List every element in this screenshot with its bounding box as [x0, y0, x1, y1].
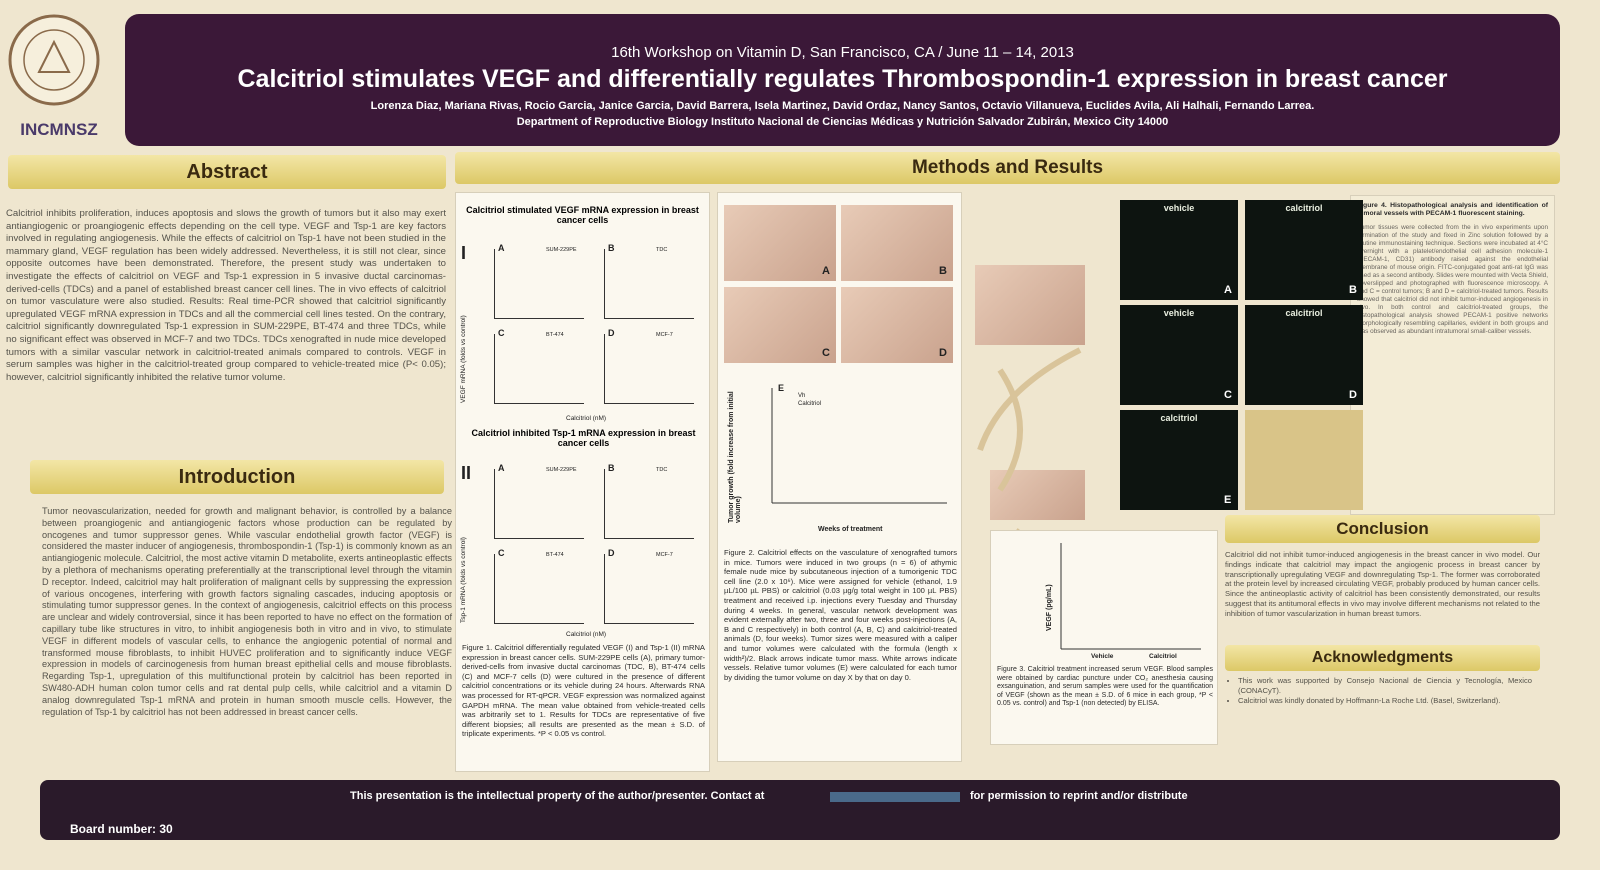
acknowledgment: Calcitriol was kindly donated by Hoffman…: [1238, 696, 1532, 706]
acknowledgments-list: This work was supported by Consejo Nacio…: [1222, 676, 1532, 705]
introduction-text: Tumor neovascularization, needed for gro…: [42, 506, 452, 717]
logo-text: INCMNSZ: [20, 120, 98, 139]
panel-label: E: [778, 383, 785, 393]
panel-label: B: [608, 243, 615, 253]
panel-label: B: [1349, 284, 1357, 296]
microscopy-image: calcitriol: [1120, 410, 1238, 510]
footer-bar: [40, 780, 1560, 840]
microscopy-image: vehicle: [1120, 200, 1238, 300]
cell-line-label: TDC: [656, 247, 668, 253]
figure-2: E Vh Calcitriol Tumor growth (fold incre…: [717, 192, 962, 762]
plot-frame: [604, 469, 694, 539]
panel-label: D: [608, 548, 615, 558]
panel-label: I: [461, 243, 467, 263]
panel-label: C: [498, 548, 505, 558]
category-label: Vehicle: [1091, 653, 1114, 660]
poster-title: Calcitriol stimulates VEGF and different…: [237, 65, 1448, 93]
panel-label: D: [1349, 389, 1357, 401]
figure-caption: Figure 3. Calcitriol treatment increased…: [997, 666, 1213, 708]
cell-line-label: TDC: [656, 467, 668, 473]
authors: Lorenza Diaz, Mariana Rivas, Rocio Garci…: [370, 100, 1315, 112]
panel-label: II: [461, 463, 472, 483]
cell-line-label: BT-474: [546, 552, 564, 558]
footer-notice: This presentation is the intellectual pr…: [350, 790, 765, 802]
figure-title: Calcitriol stimulated VEGF mRNA expressi…: [466, 205, 699, 225]
cell-line-label: MCF-7: [656, 552, 673, 558]
plot-frame: [494, 334, 584, 404]
redacted-contact: [830, 792, 960, 802]
cell-line-label: SUM-229PE: [546, 467, 577, 473]
empty-tile: [1245, 410, 1363, 510]
legend-entry: Calcitriol: [798, 401, 822, 407]
figure-1: Calcitriol stimulated VEGF mRNA expressi…: [455, 192, 710, 772]
photo: [975, 265, 1085, 345]
plot-frame: [494, 249, 584, 319]
figure-title: Calcitriol inhibited Tsp-1 mRNA expressi…: [471, 428, 696, 448]
figure-caption: Figure 1. Calcitriol differentially regu…: [462, 643, 705, 739]
panel-label: E: [1224, 494, 1232, 506]
mouse-photo: [724, 205, 836, 281]
axis-label: Tsp-1 mRNA (folds vs control): [460, 537, 467, 623]
legend-entry: Vh: [798, 393, 806, 399]
section-heading: Methods and Results: [455, 152, 1560, 184]
axis-label: Calcitriol (nM): [566, 631, 607, 638]
meeting: 16th Workshop on Vitamin D, San Francisc…: [611, 44, 1074, 61]
section-heading: Introduction: [30, 460, 444, 494]
board-number: Board number: 30: [70, 822, 173, 836]
section-heading: Acknowledgments: [1225, 645, 1540, 671]
microscopy-image: calcitriol: [1245, 200, 1363, 300]
axis-label: Calcitriol (nM): [566, 415, 607, 422]
figure-4-caption: Figure 4. Histopathological analysis and…: [1350, 195, 1555, 515]
panel-label: C: [1224, 389, 1232, 401]
affiliation: Department of Reproductive Biology Insti…: [516, 116, 1169, 128]
panel-label: A: [1224, 284, 1232, 296]
panel-label: A: [498, 463, 505, 473]
axis-label: VEGF (pg/mL): [1046, 584, 1053, 631]
section-heading: Abstract: [8, 155, 446, 189]
footer-notice: for permission to reprint and/or distrib…: [970, 790, 1188, 802]
panel-label: A: [498, 243, 505, 253]
cell-line-label: BT-474: [546, 332, 564, 338]
mouse-photo: [724, 287, 836, 363]
microscopy-image: vehicle: [1120, 305, 1238, 405]
mouse-photo: [841, 287, 953, 363]
plot-frame: [604, 554, 694, 624]
category-label: Calcitriol: [1149, 653, 1177, 660]
photo-label: D: [939, 347, 947, 359]
axis-label: VEGF mRNA (folds vs control): [460, 315, 467, 403]
plot-frame: [604, 334, 694, 404]
cell-line-label: MCF-7: [656, 332, 673, 338]
figure-caption: Tumor tissues were collected from the in…: [1357, 224, 1549, 335]
photo-label: C: [822, 347, 830, 359]
header: 16th Workshop on Vitamin D, San Francisc…: [125, 14, 1560, 146]
vegf-chart-frame: [1060, 543, 1201, 650]
growth-chart-frame: [771, 388, 947, 504]
axis-label: Weeks of treatment: [818, 526, 883, 533]
photo-label: B: [939, 265, 947, 277]
figure-3: VEGF (pg/mL) Vehicle Calcitriol Figure 3…: [990, 530, 1218, 745]
plot-frame: [494, 554, 584, 624]
section-heading: Conclusion: [1225, 515, 1540, 543]
acknowledgment: This work was supported by Consejo Nacio…: [1238, 676, 1532, 696]
figure-caption-title: Figure 4. Histopathological analysis and…: [1357, 202, 1548, 217]
panel-label: C: [498, 328, 505, 338]
panel-label: D: [608, 328, 615, 338]
abstract-text: Calcitriol inhibits proliferation, induc…: [6, 208, 446, 383]
mouse-photo: [841, 205, 953, 281]
figure-caption: Figure 2. Calcitriol effects on the vasc…: [724, 548, 957, 682]
plot-frame: [604, 249, 694, 319]
logo-seal: [8, 14, 100, 106]
photo-label: A: [822, 265, 830, 277]
cell-line-label: SUM-229PE: [546, 247, 577, 253]
panel-label: B: [608, 463, 615, 473]
microscopy-image: calcitriol: [1245, 305, 1363, 405]
plot-frame: [494, 469, 584, 539]
axis-label: Tumor growth (fold increase from initial…: [728, 391, 742, 523]
conclusion-text: Calcitriol did not inhibit tumor-induced…: [1225, 550, 1540, 618]
